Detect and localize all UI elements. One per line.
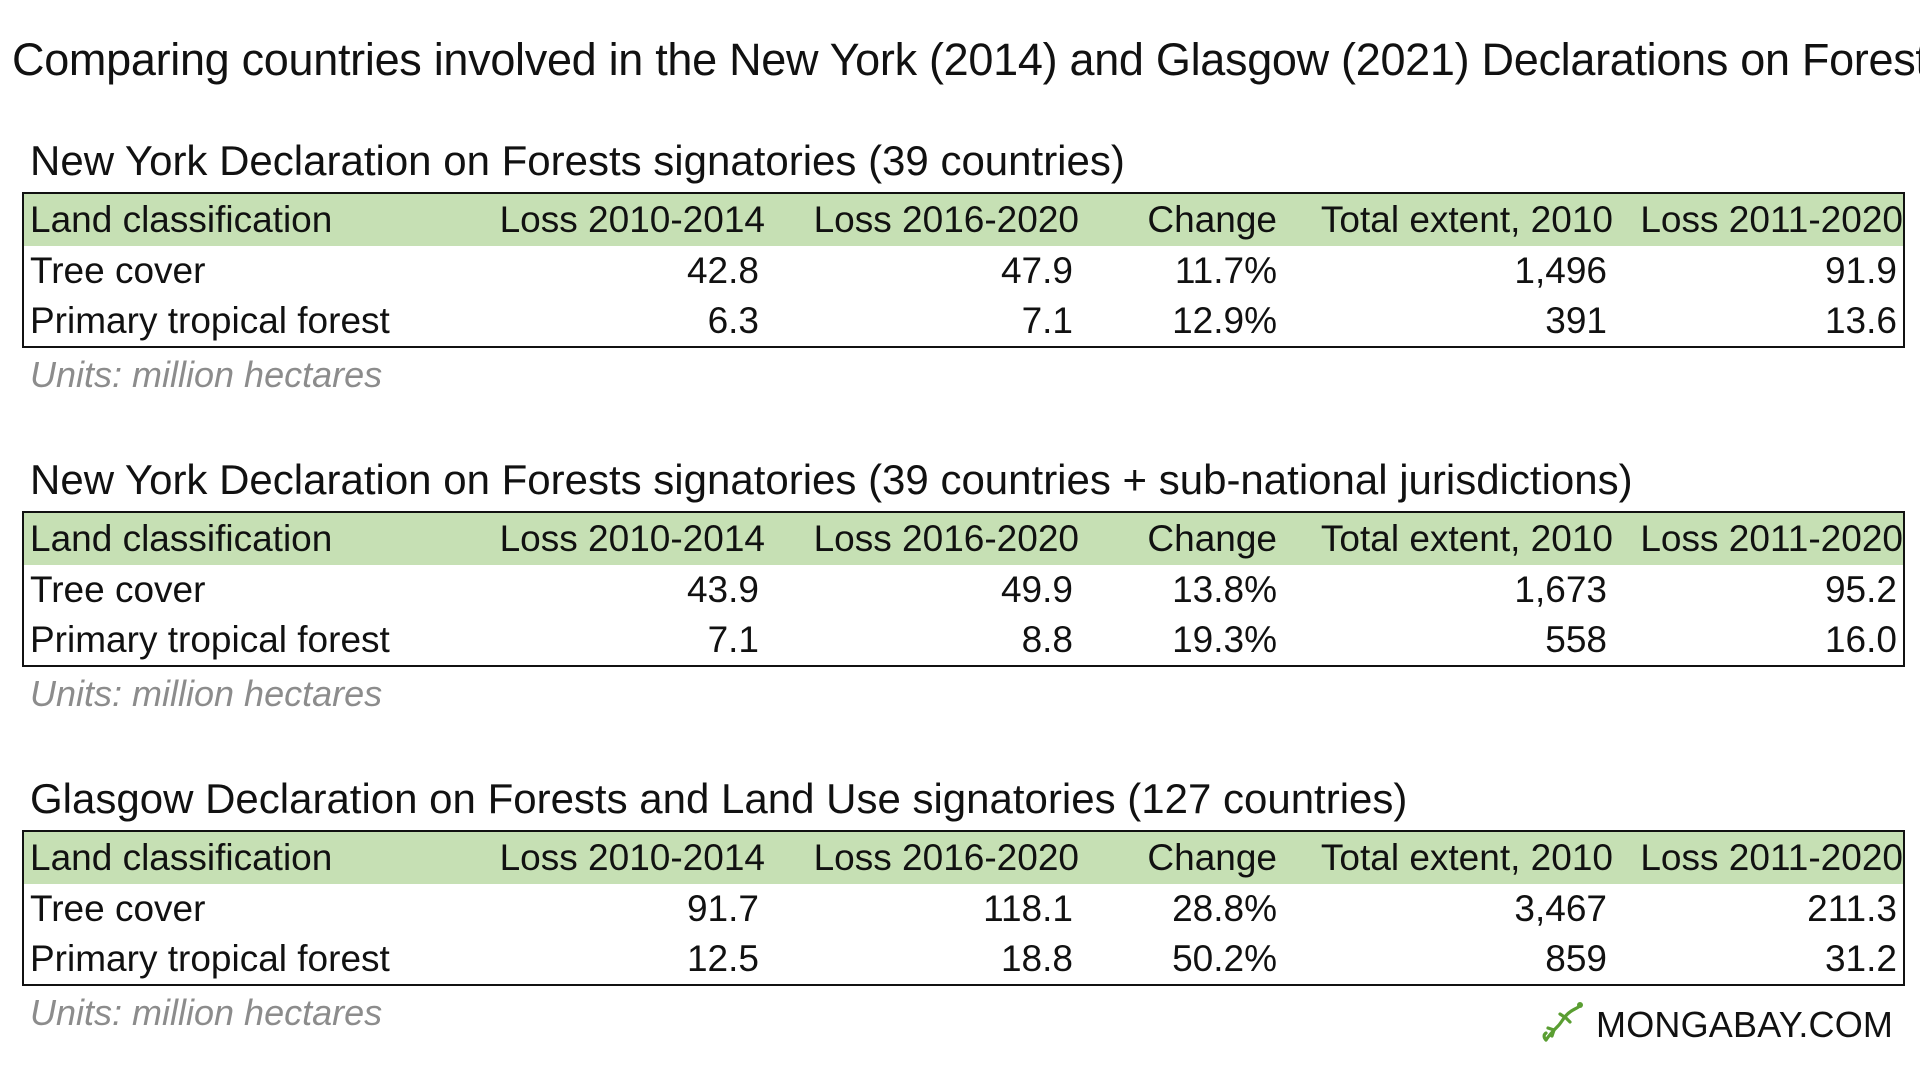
column-header: Loss 2010-2014 bbox=[499, 837, 765, 878]
table-cell: 118.1 bbox=[983, 888, 1073, 929]
column-header: Loss 2016-2020 bbox=[813, 199, 1079, 240]
column-header: Loss 2011-2020 bbox=[1640, 199, 1903, 240]
gecko-logo-icon bbox=[1540, 1000, 1586, 1049]
mongabay-brand[interactable]: MONGABAY.COM bbox=[1540, 1000, 1893, 1049]
table-section-new-york: New York Declaration on Forests signator… bbox=[22, 134, 1910, 396]
section-title: New York Declaration on Forests signator… bbox=[30, 456, 1633, 503]
column-header: Loss 2010-2014 bbox=[499, 199, 765, 240]
table-row: Primary tropical forest 7.1 8.8 19.3% 55… bbox=[24, 615, 1903, 665]
section-title: Glasgow Declaration on Forests and Land … bbox=[30, 775, 1408, 822]
column-header: Land classification bbox=[30, 518, 333, 559]
column-header: Land classification bbox=[30, 199, 333, 240]
table-cell: 43.9 bbox=[686, 569, 759, 610]
table-cell: 11.7% bbox=[1174, 250, 1277, 291]
table-cell: 91.9 bbox=[1824, 250, 1897, 291]
table-row: Primary tropical forest 6.3 7.1 12.9% 39… bbox=[24, 296, 1903, 346]
table-cell: 16.0 bbox=[1824, 619, 1897, 660]
table-cell: 42.8 bbox=[686, 250, 759, 291]
column-header: Loss 2010-2014 bbox=[499, 518, 765, 559]
table-cell: Primary tropical forest bbox=[30, 300, 390, 341]
column-header: Total extent, 2010 bbox=[1320, 518, 1613, 559]
table-cell: Primary tropical forest bbox=[30, 619, 390, 660]
table-row: Tree cover 91.7 118.1 28.8% 3,467 211.3 bbox=[24, 884, 1903, 934]
table-row: Tree cover 43.9 49.9 13.8% 1,673 95.2 bbox=[24, 565, 1903, 615]
table-cell: 12.5 bbox=[686, 938, 759, 979]
table-cell: 12.9% bbox=[1172, 300, 1277, 341]
table-cell: 8.8 bbox=[1021, 619, 1073, 660]
units-note: Units: million hectares bbox=[30, 992, 383, 1033]
column-header: Loss 2016-2020 bbox=[813, 837, 1079, 878]
table-cell: 7.1 bbox=[1021, 300, 1073, 341]
table-cell: 95.2 bbox=[1824, 569, 1897, 610]
table-cell: Tree cover bbox=[30, 250, 206, 291]
table-cell: 391 bbox=[1545, 300, 1607, 341]
table-cell: 211.3 bbox=[1807, 888, 1897, 929]
table-cell: 47.9 bbox=[1000, 250, 1073, 291]
column-header: Total extent, 2010 bbox=[1320, 199, 1613, 240]
table-cell: 31.2 bbox=[1824, 938, 1897, 979]
table-header-row: Land classification Loss 2010-2014 Loss … bbox=[24, 194, 1903, 246]
column-header: Change bbox=[1147, 837, 1277, 878]
column-header: Loss 2016-2020 bbox=[813, 518, 1079, 559]
data-table: Land classification Loss 2010-2014 Loss … bbox=[22, 192, 1905, 348]
column-header: Loss 2011-2020 bbox=[1640, 518, 1903, 559]
brand-text: MONGABAY.COM bbox=[1596, 1003, 1894, 1045]
table-cell: 49.9 bbox=[1000, 569, 1073, 610]
table-cell: 91.7 bbox=[686, 888, 759, 929]
table-cell: Primary tropical forest bbox=[30, 938, 390, 979]
table-row: Tree cover 42.8 47.9 11.7% 1,496 91.9 bbox=[24, 246, 1903, 296]
section-title: New York Declaration on Forests signator… bbox=[30, 137, 1125, 184]
page-title: Comparing countries involved in the New … bbox=[12, 34, 1920, 85]
column-header: Loss 2011-2020 bbox=[1640, 837, 1903, 878]
units-note: Units: million hectares bbox=[30, 673, 383, 714]
column-header: Total extent, 2010 bbox=[1320, 837, 1613, 878]
table-cell: 28.8% bbox=[1172, 888, 1277, 929]
table-header-row: Land classification Loss 2010-2014 Loss … bbox=[24, 832, 1903, 884]
table-cell: 859 bbox=[1545, 938, 1607, 979]
table-cell: 558 bbox=[1545, 619, 1607, 660]
table-cell: 13.6 bbox=[1824, 300, 1897, 341]
table-cell: 1,496 bbox=[1514, 250, 1607, 291]
column-header: Change bbox=[1147, 199, 1277, 240]
table-row: Primary tropical forest 12.5 18.8 50.2% … bbox=[24, 934, 1903, 984]
table-cell: 50.2% bbox=[1172, 938, 1277, 979]
units-note: Units: million hectares bbox=[30, 354, 383, 395]
data-table: Land classification Loss 2010-2014 Loss … bbox=[22, 830, 1905, 986]
column-header: Land classification bbox=[30, 837, 333, 878]
table-cell: 1,673 bbox=[1514, 569, 1607, 610]
table-cell: 18.8 bbox=[1000, 938, 1073, 979]
table-header-row: Land classification Loss 2010-2014 Loss … bbox=[24, 513, 1903, 565]
table-cell: Tree cover bbox=[30, 569, 206, 610]
table-cell: 6.3 bbox=[707, 300, 759, 341]
table-cell: 7.1 bbox=[707, 619, 759, 660]
table-section-new-york-subnational: New York Declaration on Forests signator… bbox=[22, 453, 1910, 715]
table-cell: 13.8% bbox=[1172, 569, 1277, 610]
column-header: Change bbox=[1147, 518, 1277, 559]
table-cell: 3,467 bbox=[1514, 888, 1607, 929]
table-cell: 19.3% bbox=[1172, 619, 1277, 660]
table-cell: Tree cover bbox=[30, 888, 206, 929]
data-table: Land classification Loss 2010-2014 Loss … bbox=[22, 511, 1905, 667]
table-section-glasgow: Glasgow Declaration on Forests and Land … bbox=[22, 772, 1910, 1034]
